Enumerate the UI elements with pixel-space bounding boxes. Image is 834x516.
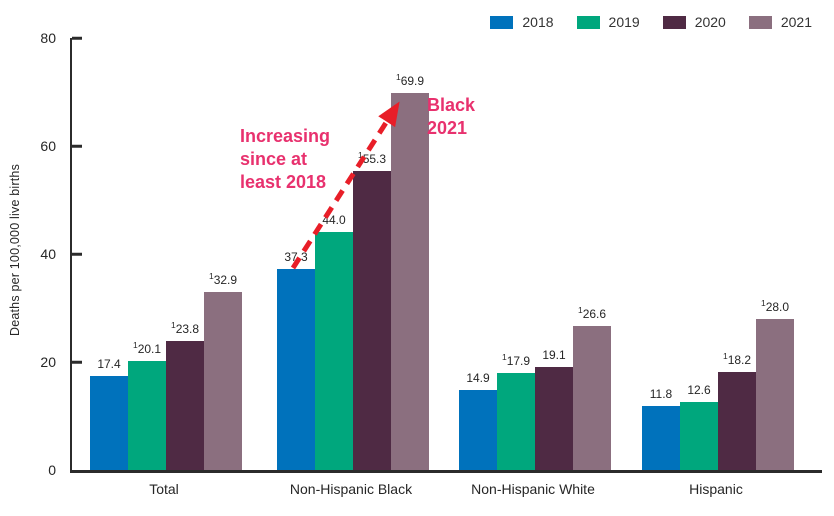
y-tick-label-60: 60 xyxy=(40,138,56,154)
bar-2018-total xyxy=(90,376,128,470)
bar-value-2020-non-hispanic-black: 155.3 xyxy=(357,150,387,167)
legend-swatch-2021-icon xyxy=(748,15,772,29)
y-tick-label-80: 80 xyxy=(40,30,56,46)
footnote-marker: 1 xyxy=(760,297,766,308)
legend-item-2020: 2020 xyxy=(662,14,726,30)
bar-group-total: 17.4 120.1 123.8 132.9 xyxy=(90,38,242,470)
bar-value-2021-total: 132.9 xyxy=(208,271,238,288)
annotation-increasing-note: Increasing since at least 2018 xyxy=(240,125,330,194)
bar-group-non-hispanic-white: 14.9 117.9 19.1 126.6 xyxy=(459,38,611,470)
annotation-increasing-line: since at xyxy=(240,149,308,169)
bar-2018-non-hispanic-black xyxy=(277,268,315,470)
footnote-marker: 1 xyxy=(395,71,401,82)
bar-value-2019-hispanic: 12.6 xyxy=(687,382,711,397)
y-tick-mark-20 xyxy=(72,360,82,364)
bar-value-2020-non-hispanic-white: 19.1 xyxy=(542,347,566,362)
annotation-black-2021: Black 2021 xyxy=(427,94,475,140)
bar-value-2018-total: 17.4 xyxy=(97,357,121,372)
legend-swatch-2019-icon xyxy=(576,15,600,29)
bar-2019-non-hispanic-black xyxy=(315,232,353,470)
footnote-marker: 1 xyxy=(132,340,138,351)
bar-2021-hispanic xyxy=(756,318,794,470)
legend-item-2018: 2018 xyxy=(490,14,554,30)
bar-2021-total xyxy=(204,292,242,470)
bar-value-2019-total: 120.1 xyxy=(132,340,162,357)
legend-label-2021: 2021 xyxy=(780,14,812,30)
bar-value-2018-non-hispanic-white: 14.9 xyxy=(466,370,490,385)
legend-label-2018: 2018 xyxy=(522,14,554,30)
bar-value-2021-hispanic: 128.0 xyxy=(760,297,790,314)
annotation-increasing-line: Increasing xyxy=(240,126,331,146)
footnote-marker: 1 xyxy=(357,150,363,161)
footnote-marker: 1 xyxy=(170,320,176,331)
annotation-black-2021-line: Black xyxy=(427,95,476,115)
legend-label-2019: 2019 xyxy=(608,14,640,30)
legend-swatch-2018-icon xyxy=(490,15,514,29)
chart-legend: 2018 2019 2020 2021 xyxy=(490,14,812,30)
y-tick-mark-80 xyxy=(72,36,82,40)
bar-2021-non-hispanic-white xyxy=(573,326,611,470)
bar-value-2018-hispanic: 11.8 xyxy=(649,387,673,402)
bar-value-2021-non-hispanic-white: 126.6 xyxy=(577,305,607,322)
bar-value-2021-non-hispanic-black: 169.9 xyxy=(395,71,425,88)
bar-2020-total xyxy=(166,341,204,470)
y-tick-mark-60 xyxy=(72,144,82,148)
bar-2019-total xyxy=(128,361,166,470)
bar-2020-hispanic xyxy=(718,371,756,470)
y-tick-mark-40 xyxy=(72,252,82,256)
bar-value-2018-non-hispanic-black: 37.3 xyxy=(284,249,308,264)
bar-2019-non-hispanic-white xyxy=(497,373,535,470)
bar-group-hispanic: 11.8 12.6 118.2 128.0 xyxy=(642,38,794,470)
legend-item-2019: 2019 xyxy=(576,14,640,30)
category-label-non-hispanic-white: Non-Hispanic White xyxy=(471,481,595,497)
category-label-total: Total xyxy=(149,481,179,497)
annotation-increasing-line: least 2018 xyxy=(240,172,327,192)
bar-value-2019-non-hispanic-black: 44.0 xyxy=(322,213,346,228)
y-tick-label-0: 0 xyxy=(48,462,56,478)
footnote-marker: 1 xyxy=(722,350,728,361)
footnote-marker: 1 xyxy=(577,305,583,316)
bar-group-non-hispanic-black: 37.3 44.0 155.3 169.9 xyxy=(277,38,429,470)
plot-area: 0 20 40 60 80 17.4 120.1 123.8 132.9 37.3 44.0 155.… xyxy=(40,30,822,478)
legend-item-2021: 2021 xyxy=(748,14,812,30)
bar-value-2020-total: 123.8 xyxy=(170,320,200,337)
annotation-black-2021-line: 2021 xyxy=(427,118,468,138)
bar-2019-hispanic xyxy=(680,401,718,470)
bar-2020-non-hispanic-black xyxy=(353,171,391,470)
footnote-marker: 1 xyxy=(501,352,507,363)
bar-2018-hispanic xyxy=(642,406,680,470)
bar-2018-non-hispanic-white xyxy=(459,389,497,470)
category-label-non-hispanic-black: Non-Hispanic Black xyxy=(289,481,413,497)
y-tick-label-20: 20 xyxy=(40,354,56,370)
footnote-marker: 1 xyxy=(208,271,214,282)
legend-label-2020: 2020 xyxy=(694,14,726,30)
bar-2020-non-hispanic-white xyxy=(535,366,573,470)
bar-value-2019-non-hispanic-white: 117.9 xyxy=(501,352,531,369)
bar-2021-non-hispanic-black xyxy=(391,92,429,470)
bar-value-2020-hispanic: 118.2 xyxy=(722,350,752,367)
y-tick-label-40: 40 xyxy=(40,246,56,262)
legend-swatch-2020-icon xyxy=(662,15,686,29)
category-label-hispanic: Hispanic xyxy=(689,481,743,497)
